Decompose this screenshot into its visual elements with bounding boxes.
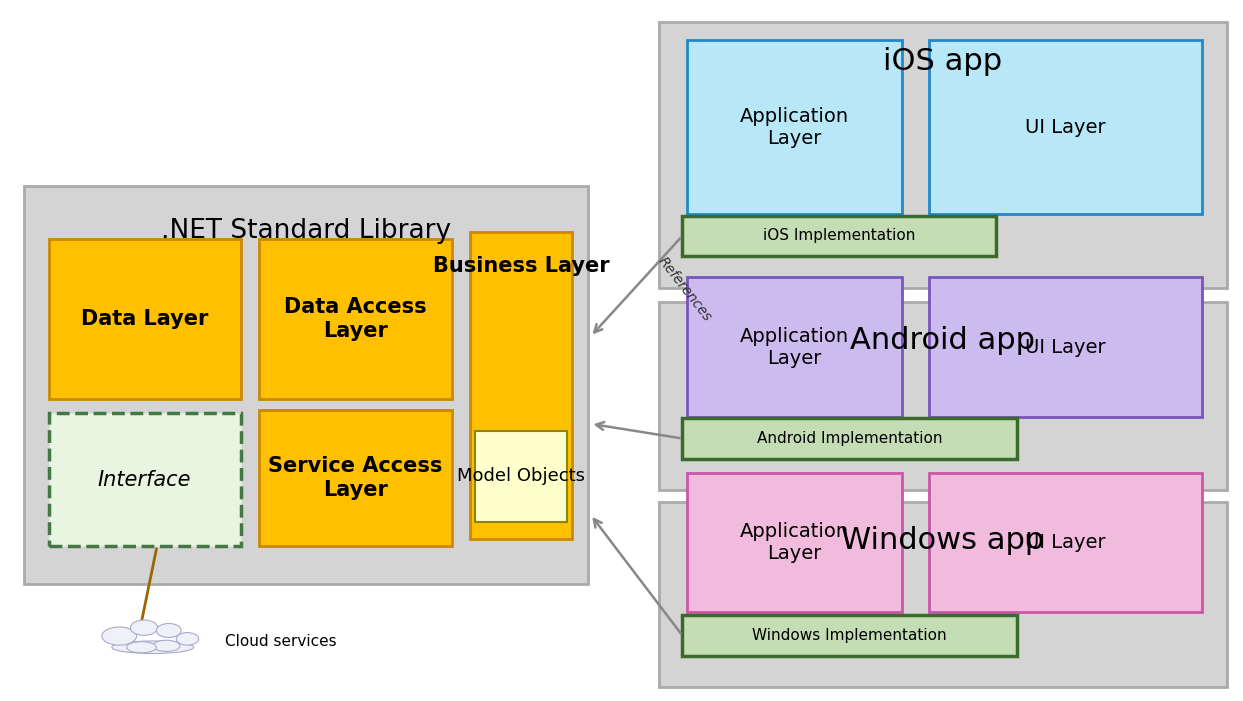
Bar xyxy=(260,410,451,546)
Bar xyxy=(659,502,1227,687)
Bar xyxy=(24,186,588,585)
Bar xyxy=(682,418,1017,458)
Bar xyxy=(682,615,1017,655)
Bar xyxy=(470,232,572,539)
Bar xyxy=(48,239,241,400)
Bar xyxy=(659,22,1227,287)
Bar xyxy=(48,414,241,546)
Text: Android Implementation: Android Implementation xyxy=(757,431,942,446)
Ellipse shape xyxy=(177,632,199,645)
Ellipse shape xyxy=(131,620,158,635)
Text: Service Access
Layer: Service Access Layer xyxy=(268,456,443,500)
Bar xyxy=(260,239,451,400)
Text: iOS app: iOS app xyxy=(884,47,1002,76)
Bar xyxy=(659,301,1227,490)
Bar xyxy=(475,431,567,522)
Ellipse shape xyxy=(153,640,180,651)
Text: Cloud services: Cloud services xyxy=(225,634,337,649)
Text: .NET Standard Library: .NET Standard Library xyxy=(160,218,451,244)
Text: Data Access
Layer: Data Access Layer xyxy=(285,297,426,341)
Text: Windows app: Windows app xyxy=(842,526,1044,555)
Text: UI Layer: UI Layer xyxy=(1025,337,1106,357)
Bar xyxy=(687,472,901,613)
Bar xyxy=(687,40,901,215)
Text: iOS Implementation: iOS Implementation xyxy=(763,229,915,243)
Text: Application
Layer: Application Layer xyxy=(740,107,849,148)
Ellipse shape xyxy=(157,623,181,637)
Text: Interface: Interface xyxy=(98,470,191,490)
Bar xyxy=(929,277,1202,417)
Text: Windows Implementation: Windows Implementation xyxy=(752,628,947,643)
Text: Business Layer: Business Layer xyxy=(433,257,609,276)
Bar xyxy=(682,216,996,257)
Bar xyxy=(687,277,901,417)
Ellipse shape xyxy=(102,627,137,645)
Text: Android app: Android app xyxy=(850,326,1035,355)
Text: Application
Layer: Application Layer xyxy=(740,522,849,563)
Bar xyxy=(929,40,1202,215)
Text: UI Layer: UI Layer xyxy=(1025,118,1106,137)
Text: Data Layer: Data Layer xyxy=(81,309,209,329)
Text: Model Objects: Model Objects xyxy=(457,467,585,485)
Text: Application
Layer: Application Layer xyxy=(740,327,849,367)
Text: UI Layer: UI Layer xyxy=(1025,533,1106,552)
Ellipse shape xyxy=(127,641,157,653)
Bar xyxy=(929,472,1202,613)
Text: References: References xyxy=(655,254,713,325)
Ellipse shape xyxy=(112,641,194,653)
